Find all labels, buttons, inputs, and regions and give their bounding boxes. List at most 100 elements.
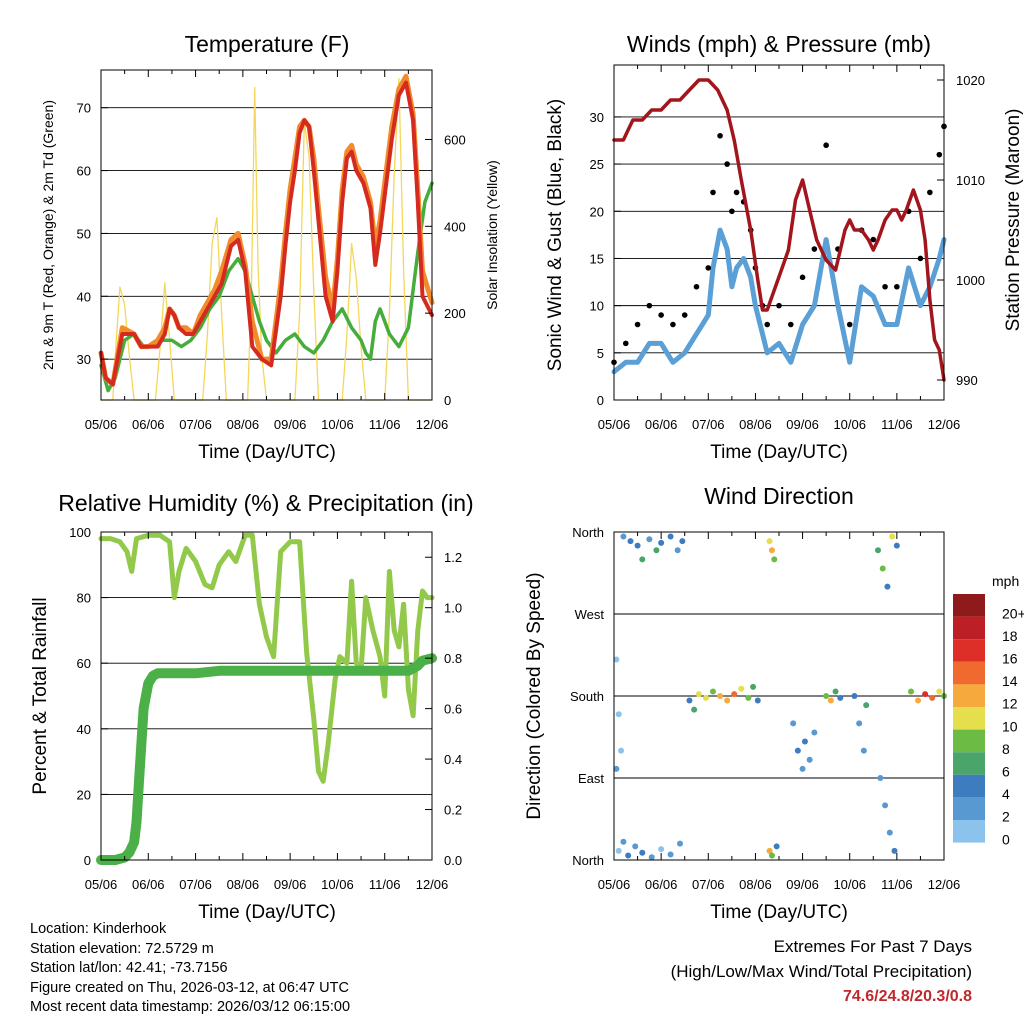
direction-point — [613, 656, 620, 663]
y2-tick-label: 0.8 — [444, 651, 462, 666]
direction-point — [710, 688, 716, 695]
gust-point — [787, 321, 794, 328]
y2-tick-label: 1.2 — [444, 550, 462, 565]
legend-swatch — [953, 684, 985, 707]
direction-point — [794, 747, 801, 754]
direction-point — [717, 693, 724, 699]
winds-axes: 05/06 06/06 07/06 08/06 09/06 10/06 11/06 12/06… — [590, 65, 985, 432]
station-elevation: Station elevation: 72.5729 m — [30, 940, 214, 957]
winds-pressure-panel: Winds (mph) & Pressure (mb) 05/06 06/06 07… — [545, 31, 1024, 463]
gust-point — [894, 283, 900, 290]
y-tick-label: 5 — [597, 346, 604, 361]
x-tick-label: 08/06 — [739, 417, 772, 432]
x-tick-label: 11/06 — [369, 417, 401, 432]
gust-point — [724, 161, 730, 167]
direction-point — [695, 691, 702, 698]
y2-tick-label: 1010 — [956, 173, 985, 188]
y-tick-label: 50 — [77, 226, 91, 241]
x-tick-label: 10/06 — [833, 417, 866, 432]
station-pressure-line — [612, 78, 946, 382]
temperature-axes: 05/06 06/06 07/06 08/06 09/06 10/06 11/06 12/06… — [77, 70, 466, 432]
winds-x-axis-label: Time (Day/UTC) — [710, 442, 848, 463]
direction-point — [768, 852, 775, 859]
direction-point — [724, 697, 731, 704]
y-tick-label: 60 — [77, 164, 91, 179]
direction-point — [893, 542, 900, 549]
wind-direction-x-axis-label: Time (Day/UTC) — [710, 902, 848, 923]
direction-point — [877, 775, 884, 781]
y-tick-label: 25 — [590, 157, 604, 172]
gust-point — [705, 265, 712, 271]
y-tick-label: 80 — [77, 591, 91, 606]
humidity-precip-panel: Relative Humidity (%) & Precipitation (i… — [30, 490, 474, 923]
direction-point — [667, 851, 674, 858]
gust-point — [733, 189, 740, 196]
direction-point — [823, 693, 830, 699]
station-location: Location: Kinderhook — [30, 921, 167, 937]
station-latlon: Station lat/lon: 42.41; -73.7156 — [30, 960, 228, 977]
y-tick-label: 0 — [597, 393, 604, 408]
y-tick-label: 20 — [590, 204, 604, 219]
legend-swatch — [953, 707, 985, 730]
x-tick-label: 05/06 — [85, 417, 118, 432]
x-tick-label: 07/06 — [692, 877, 725, 892]
humidity-x-axis-label: Time (Day/UTC) — [198, 902, 336, 923]
y2-tick-label: 0.0 — [444, 853, 462, 868]
humidity-axes: 05/06 06/06 07/06 08/06 09/06 10/06 11/06 12/06… — [69, 525, 462, 892]
gust-point — [681, 312, 688, 318]
y-tick-label: 100 — [69, 525, 91, 540]
legend-label: 12 — [1002, 696, 1018, 712]
figure-created: Figure created on Thu, 2026-03-12, at 06… — [30, 979, 349, 996]
y-tick-label: North — [572, 853, 604, 868]
direction-point — [875, 547, 881, 554]
direction-point — [766, 538, 773, 545]
direction-point — [658, 846, 665, 853]
direction-point — [625, 852, 632, 859]
legend-label: 20+ — [1002, 605, 1024, 621]
x-tick-label: 06/06 — [645, 417, 678, 432]
legend-label: 2 — [1002, 809, 1010, 825]
direction-point — [677, 840, 683, 847]
gust-point — [710, 189, 716, 196]
direction-point — [886, 829, 893, 836]
y-tick-label: 0 — [84, 853, 91, 868]
direction-point — [658, 539, 665, 546]
direction-point — [768, 547, 775, 554]
y2-tick-label: 1.0 — [444, 601, 462, 616]
direction-point — [691, 706, 698, 713]
direction-point — [801, 738, 808, 745]
legend-label: 18 — [1002, 628, 1018, 644]
direction-point — [702, 694, 709, 701]
total-rainfall-line — [96, 653, 437, 865]
wind-direction-axes: 05/06 06/06 07/06 08/06 09/06 10/06 11/06 12/06… — [570, 525, 960, 892]
legend-swatch — [953, 774, 985, 798]
x-tick-label: 06/06 — [645, 877, 678, 892]
x-tick-label: 06/06 — [132, 877, 165, 892]
speed-color-legend: mph 20+ 18 16 14 12 10 8 6 4 2 0 — [953, 573, 1024, 847]
y-tick-label: West — [575, 607, 605, 622]
x-tick-label: 07/06 — [692, 417, 725, 432]
x-tick-label: 09/06 — [274, 877, 307, 892]
y2-tick-label: 1000 — [956, 273, 985, 288]
y2-tick-label: 200 — [444, 306, 466, 321]
x-tick-label: 11/06 — [881, 417, 913, 432]
y-tick-label: 40 — [77, 289, 91, 304]
x-tick-label: 08/06 — [739, 877, 772, 892]
extremes-subtitle: (High/Low/Max Wind/Total Precipitation) — [670, 962, 972, 981]
relative-humidity-line — [98, 532, 435, 784]
y2-tick-label: 990 — [956, 373, 978, 388]
x-tick-label: 11/06 — [881, 877, 913, 892]
direction-point — [639, 849, 646, 856]
legend-label: 14 — [1002, 673, 1018, 689]
direction-point — [915, 697, 922, 704]
temperature-panel: Temperature (F) 05/06 06/06 07/06 08/06 09/0… — [40, 31, 500, 463]
direction-point — [646, 536, 653, 543]
x-tick-label: 06/06 — [132, 417, 165, 432]
winds-gridlines — [614, 116, 944, 354]
legend-swatch — [953, 616, 985, 640]
legend-swatch — [953, 594, 985, 617]
direction-point — [738, 685, 745, 692]
direction-point — [620, 838, 627, 845]
direction-point — [773, 843, 780, 850]
